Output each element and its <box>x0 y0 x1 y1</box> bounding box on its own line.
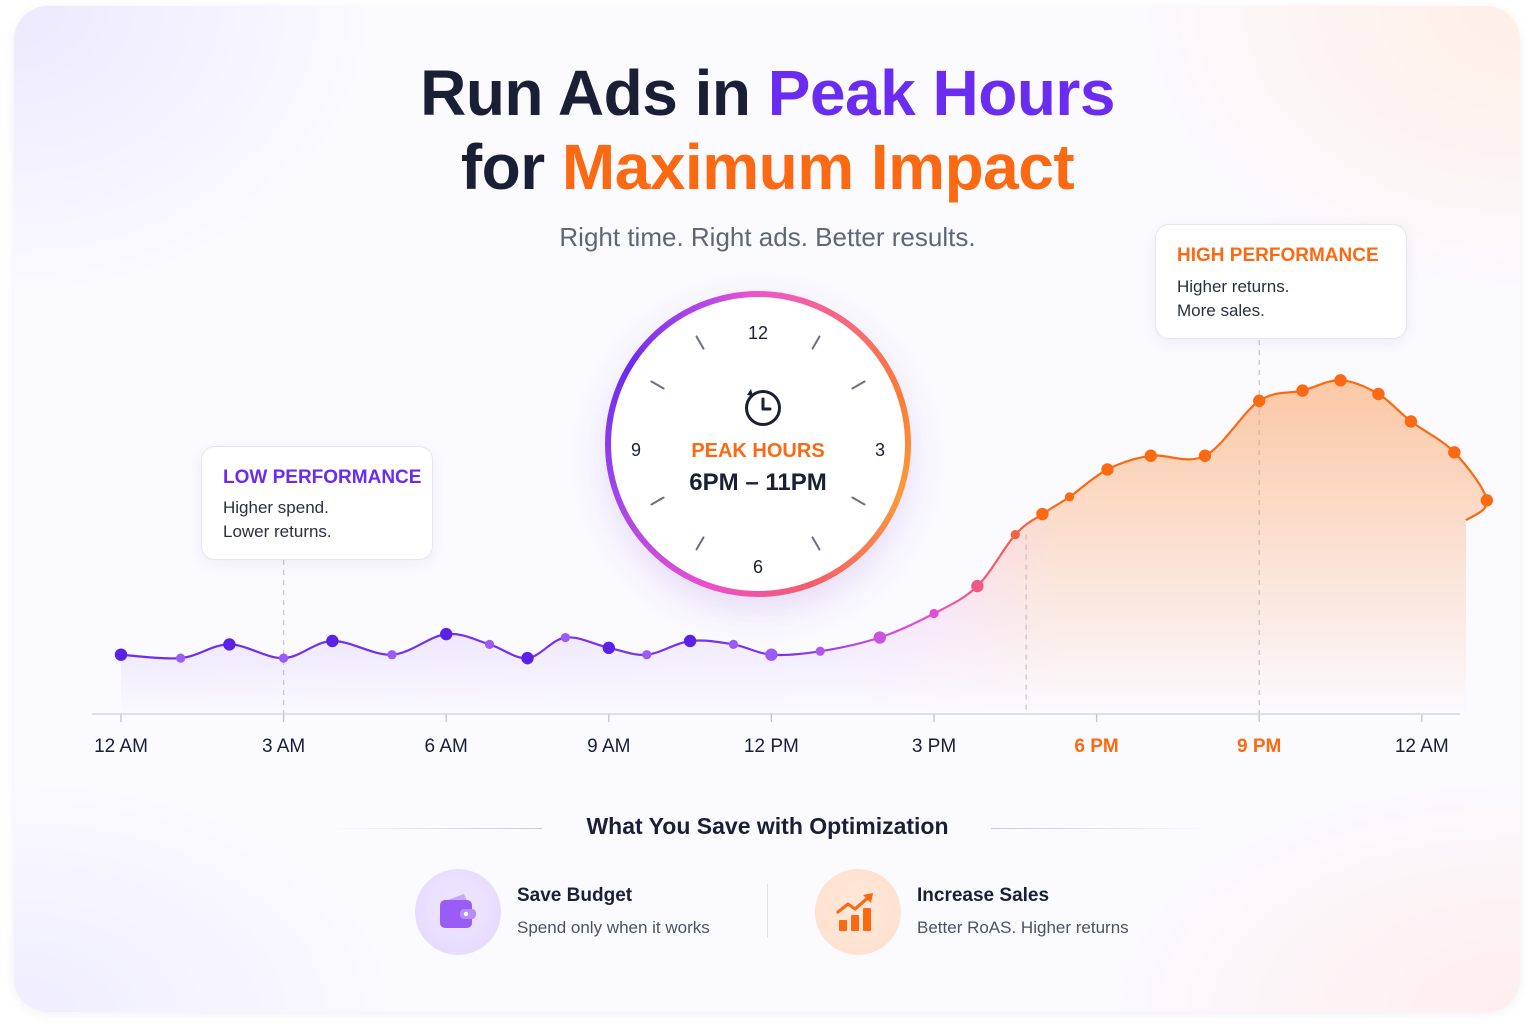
data-point <box>114 648 128 661</box>
x-axis-ticks <box>120 714 1423 722</box>
x-tick-label: 12 PM <box>743 736 799 757</box>
save-budget-icon-badge <box>415 869 501 955</box>
x-tick-label: 12 AM <box>1394 736 1449 757</box>
headline-line-2: for Maximum Impact <box>0 130 1535 204</box>
series-points <box>114 374 1494 665</box>
data-point <box>815 646 825 656</box>
data-point <box>326 634 339 648</box>
x-tick-label: 9 PM <box>1237 736 1282 757</box>
clock-tick <box>811 335 821 350</box>
clock-tick <box>851 496 866 506</box>
data-point <box>1036 507 1049 521</box>
growth-chart-icon <box>836 893 873 931</box>
data-point <box>642 650 652 660</box>
peak-hours-clock: 12 3 6 9 PEAK HOURS 6PM – 11PM <box>605 291 911 597</box>
increase-sales-description: Better RoAS. Higher returns <box>917 918 1129 937</box>
divider-right <box>991 828 1211 829</box>
data-point <box>1064 492 1075 502</box>
clock-icon <box>745 389 781 426</box>
clock-tick <box>650 496 665 506</box>
headline-highlight-peak-hours: Peak Hours <box>767 57 1116 129</box>
data-point <box>765 648 778 661</box>
chart-area-fill <box>121 380 1487 714</box>
clock-number-9: 9 <box>630 440 641 460</box>
headline-text: for <box>460 131 562 203</box>
headline-text: Run Ads in <box>420 57 768 129</box>
x-tick-label: 3 PM <box>911 736 957 757</box>
data-point <box>560 632 571 643</box>
data-point <box>176 653 186 663</box>
callout-line: More sales. <box>1177 301 1265 320</box>
callout-title: LOW PERFORMANCE <box>223 467 422 488</box>
data-point <box>873 631 886 644</box>
data-point <box>683 634 697 648</box>
x-tick-label: 3 AM <box>261 736 306 757</box>
clock-number-6: 6 <box>752 557 763 577</box>
wallet-icon <box>440 894 476 928</box>
clock-tick <box>851 380 866 390</box>
data-point <box>1448 446 1461 459</box>
x-tick-label: 6 AM <box>424 736 468 757</box>
clock-tick <box>650 380 665 390</box>
save-budget-description: Spend only when it works <box>517 918 710 937</box>
x-tick-label: 12 AM <box>94 736 148 757</box>
headline-highlight-maximum-impact: Maximum Impact <box>561 131 1075 203</box>
data-point <box>1296 384 1309 397</box>
data-point <box>1253 394 1266 408</box>
data-point <box>1101 463 1114 476</box>
callout-high-performance: HIGH PERFORMANCE Higher returns. More sa… <box>1155 224 1407 339</box>
data-point <box>602 641 615 655</box>
data-point <box>971 579 984 593</box>
clock-tick <box>695 536 705 551</box>
save-budget-title: Save Budget <box>517 885 633 906</box>
clock-tick <box>811 536 821 551</box>
callout-low-performance: LOW PERFORMANCE Higher spend. Lower retu… <box>201 446 433 560</box>
data-point <box>1372 387 1385 401</box>
x-tick-label: 9 AM <box>587 736 631 757</box>
callout-line: Higher spend. <box>223 498 329 517</box>
peak-hours-range: 6PM – 11PM <box>689 469 827 496</box>
data-point <box>521 651 534 665</box>
data-point <box>929 608 939 619</box>
data-point <box>1198 449 1212 462</box>
data-point <box>1480 494 1494 507</box>
increase-sales-title: Increase Sales <box>917 885 1050 906</box>
callout-title: HIGH PERFORMANCE <box>1177 245 1379 266</box>
data-point <box>223 638 236 651</box>
x-tick-label: 6 PM <box>1074 736 1119 757</box>
subtitle: Right time. Right ads. Better results. <box>559 222 976 252</box>
data-point <box>728 639 739 650</box>
data-point <box>1010 530 1020 540</box>
clock-face: 12 3 6 9 PEAK HOURS 6PM – 11PM <box>611 297 905 591</box>
data-point <box>440 627 453 641</box>
data-point <box>279 653 289 663</box>
benefit-divider <box>767 884 768 938</box>
callout-line: Lower returns. <box>223 522 332 541</box>
clock-number-12: 12 <box>747 323 769 343</box>
increase-sales-icon-badge <box>815 869 901 955</box>
clock-number-3: 3 <box>874 440 885 460</box>
callout-line: Higher returns. <box>1177 277 1290 296</box>
peak-hours-label: PEAK HOURS <box>691 440 825 462</box>
data-point <box>484 639 495 650</box>
data-point <box>1334 374 1347 387</box>
headline-line-1: Run Ads in Peak Hours <box>0 56 1535 130</box>
data-point <box>1144 449 1158 462</box>
clock-tick <box>695 335 705 350</box>
savings-heading: What You Save with Optimization <box>586 813 949 839</box>
data-point <box>387 650 397 660</box>
divider-left <box>326 828 542 829</box>
data-point <box>1404 415 1418 428</box>
